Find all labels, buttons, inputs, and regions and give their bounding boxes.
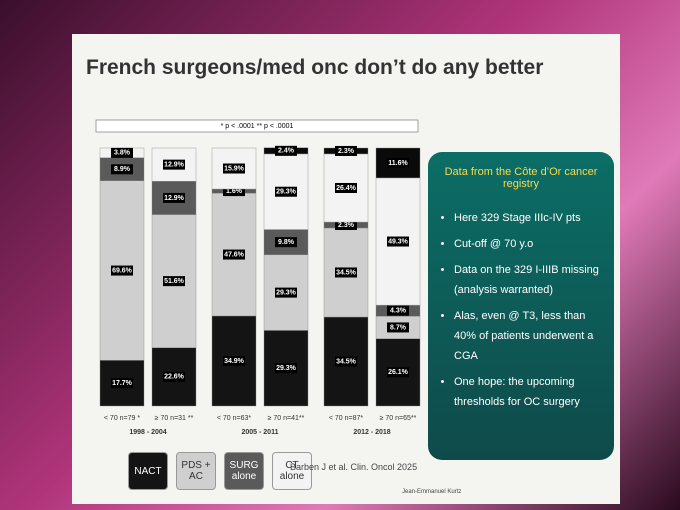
value-label: 69.6% <box>112 267 133 274</box>
value-label-box <box>275 186 297 197</box>
legend-item: NACT <box>128 452 168 490</box>
value-label-box <box>275 287 297 298</box>
value-label: 34.5% <box>336 358 357 365</box>
citation: Barben J et al. Clin. Oncol 2025 <box>290 462 418 472</box>
value-label: 12.9% <box>164 161 185 168</box>
value-label-box <box>223 163 245 174</box>
value-label: 4.3% <box>390 308 407 315</box>
value-label-box <box>111 147 133 158</box>
x-tick-label: ≥ 70 n=65** <box>380 415 417 422</box>
value-label-box <box>387 157 409 168</box>
annotation: * p < .0001 ** p < .0001 <box>221 123 294 130</box>
value-label-box <box>223 355 245 366</box>
value-label: 8.7% <box>390 324 407 331</box>
value-label: 12.9% <box>164 195 185 202</box>
value-label: 8.9% <box>114 166 131 173</box>
value-label: 11.6% <box>388 160 408 167</box>
value-label: 29.3% <box>276 289 297 296</box>
value-label: 2.4% <box>278 148 295 155</box>
value-label-box <box>335 220 357 231</box>
group-label: 2012 - 2018 <box>353 429 390 436</box>
value-label: 47.6% <box>224 251 245 258</box>
x-tick-label: ≥ 70 n=31 ** <box>155 415 194 422</box>
panel-title: Data from the Côte d’Or cancer registry <box>444 166 598 190</box>
value-label: 26.1% <box>388 369 409 376</box>
value-label: 1.6% <box>226 188 243 195</box>
legend: NACT PDS + AC SURG alone CT alone <box>128 452 312 490</box>
value-label-box <box>163 192 185 203</box>
value-label: 3.8% <box>114 150 131 157</box>
bullet-list: Here 329 Stage IIIc-IV pts Cut-off @ 70 y… <box>438 208 604 412</box>
value-label: 29.3% <box>276 189 297 196</box>
chart: * p < .0001 ** p < .0001 17.7% 69.6% 8.9% 3… <box>95 119 421 436</box>
value-label: 9.8% <box>278 239 295 246</box>
value-label-box <box>163 371 185 382</box>
x-tick-label: ≥ 70 n=41** <box>268 415 305 422</box>
value-label: 15.9% <box>224 165 245 172</box>
group-label: 2005 - 2011 <box>242 429 279 436</box>
bullet: Alas, even @ T3, less than 40% of patien… <box>454 306 604 366</box>
value-label-box <box>223 249 245 260</box>
slide-title: French surgeons/med onc don’t do any bet… <box>86 56 544 79</box>
value-label-box <box>275 145 297 156</box>
x-tick-label: < 70 n=79 * <box>104 415 140 422</box>
value-label-box <box>111 164 133 175</box>
bullet: Here 329 Stage IIIc-IV pts <box>454 208 604 228</box>
value-label-box <box>335 267 357 278</box>
x-tick-label: < 70 n=87* <box>329 415 364 422</box>
info-panel: Data from the Côte d’Or cancer registry … <box>428 152 614 460</box>
value-label: 26.4% <box>336 185 357 192</box>
value-label: 34.5% <box>336 269 357 276</box>
presenter: Jean-Emmanuel Kurtz <box>402 489 462 495</box>
value-label-box <box>275 237 297 248</box>
value-label: 2.3% <box>338 222 355 229</box>
value-label: 34.9% <box>224 358 245 365</box>
legend-item: SURG alone <box>224 452 264 490</box>
value-label: 22.6% <box>164 374 185 381</box>
value-label-box <box>387 236 409 247</box>
value-label-box <box>387 367 409 378</box>
legend-item: PDS + AC <box>176 452 216 490</box>
group-label: 1998 - 2004 <box>129 429 166 436</box>
value-label-box <box>335 182 357 193</box>
value-label: 51.6% <box>164 278 185 285</box>
value-label-box <box>111 265 133 276</box>
legend-item: CT alone <box>272 452 312 490</box>
value-label-box <box>111 378 133 389</box>
value-label-box <box>335 145 357 156</box>
value-label-box <box>163 276 185 287</box>
value-label-box <box>163 159 185 170</box>
value-label: 17.7% <box>112 380 133 387</box>
value-label-box <box>275 363 297 374</box>
bullet: Cut-off @ 70 y.o <box>454 234 604 254</box>
value-label: 49.3% <box>388 238 409 245</box>
value-label: 29.3% <box>276 365 297 372</box>
value-label-box <box>335 356 357 367</box>
x-tick-label: < 70 n=63* <box>217 415 252 422</box>
value-label-box <box>223 186 245 197</box>
annotation-box <box>95 119 419 133</box>
bullet: Data on the 329 I-IIIB missing (analysis… <box>454 260 604 300</box>
slide: French surgeons/med onc don’t do any bet… <box>72 34 620 504</box>
bullet: One hope: the upcoming thresholds for OC… <box>454 372 604 412</box>
value-label-box <box>387 322 409 333</box>
value-label: 2.3% <box>338 148 355 155</box>
value-label-box <box>387 305 409 316</box>
